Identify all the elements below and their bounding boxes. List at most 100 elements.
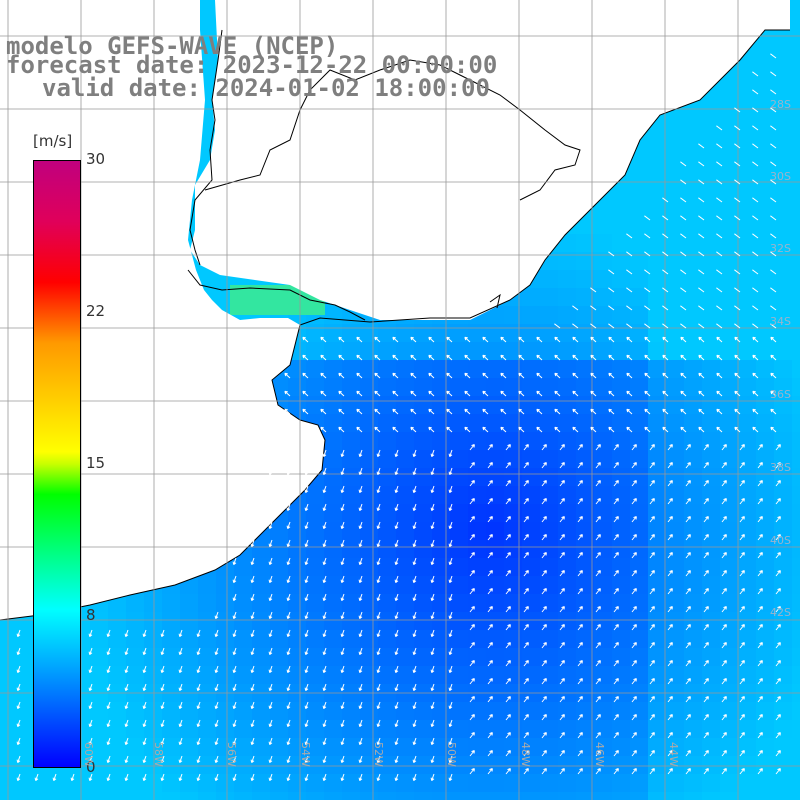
wind-arrow (88, 629, 93, 637)
wind-cell (648, 396, 666, 414)
wind-cell (306, 324, 324, 342)
wind-cell (720, 648, 738, 666)
wind-cell (774, 288, 792, 306)
wind-cell (360, 522, 378, 540)
wind-arrow (775, 642, 781, 649)
wind-arrow (106, 647, 111, 655)
wind-arrow (667, 480, 673, 487)
wind-arrow (523, 516, 529, 523)
wind-arrow (358, 557, 363, 565)
wind-arrow (304, 737, 309, 745)
wind-arrow (250, 485, 255, 493)
wind-arrow (577, 606, 583, 613)
wind-arrow (608, 287, 615, 293)
wind-arrow (662, 372, 669, 379)
wind-arrow (734, 372, 741, 379)
wind-cell (774, 144, 792, 162)
wind-arrow (716, 305, 723, 311)
wind-arrow (680, 354, 687, 361)
wind-cell (306, 774, 324, 792)
wind-arrow (649, 570, 655, 577)
wind-arrow (338, 408, 345, 415)
wind-arrow (394, 719, 399, 727)
wind-cell (234, 594, 252, 612)
wind-cell (702, 180, 720, 198)
wind-cell (720, 774, 738, 792)
wind-cell (576, 216, 594, 234)
wind-cell (558, 594, 576, 612)
wind-cell (414, 504, 432, 522)
wind-arrow (721, 588, 727, 595)
wind-arrow (430, 485, 435, 493)
wind-arrow (541, 714, 547, 721)
wind-arrow (770, 179, 777, 185)
wind-arrow (721, 768, 727, 775)
wind-cell (738, 540, 756, 558)
wind-arrow (505, 714, 511, 721)
lon-label: 58W (152, 742, 165, 767)
wind-arrow (685, 732, 691, 739)
wind-arrow (232, 665, 237, 673)
wind-cell (558, 504, 576, 522)
wind-cell (594, 630, 612, 648)
wind-cell (738, 522, 756, 540)
wind-cell (90, 630, 108, 648)
wind-arrow (734, 426, 741, 433)
wind-arrow (106, 719, 111, 727)
wind-cell (468, 612, 486, 630)
wind-cell (90, 792, 108, 800)
wind-cell (288, 774, 306, 792)
wind-arrow (721, 660, 727, 667)
wind-cell (342, 792, 360, 800)
wind-cell (774, 666, 792, 684)
wind-cell (792, 468, 800, 486)
wind-arrow (430, 467, 435, 475)
wind-cell (558, 414, 576, 432)
wind-arrow (649, 588, 655, 595)
wind-cell (630, 288, 648, 306)
wind-arrow (577, 588, 583, 595)
wind-cell (612, 324, 630, 342)
wind-cell (270, 666, 288, 684)
wind-arrow (595, 444, 601, 451)
wind-arrow (412, 665, 417, 673)
wind-arrow (448, 737, 453, 745)
wind-cell (162, 612, 180, 630)
wind-arrow (739, 750, 745, 757)
wind-cell (594, 486, 612, 504)
wind-cell (252, 792, 270, 800)
wind-arrow (590, 354, 597, 361)
wind-arrow (775, 732, 781, 739)
wind-arrow (304, 521, 309, 529)
wind-cell (558, 576, 576, 594)
wind-cell (630, 522, 648, 540)
wind-cell (792, 738, 800, 756)
wind-cell (792, 648, 800, 666)
wind-cell (756, 792, 774, 800)
wind-cell (396, 594, 414, 612)
wind-arrow (770, 323, 777, 329)
wind-cell (288, 756, 306, 774)
wind-cell (342, 774, 360, 792)
wind-arrow (608, 251, 615, 257)
wind-arrow (322, 467, 327, 475)
wind-cell (774, 180, 792, 198)
wind-arrow (649, 714, 655, 721)
wind-cell (666, 576, 684, 594)
wind-cell (792, 54, 800, 72)
wind-cell (288, 396, 306, 414)
wind-cell (756, 396, 774, 414)
wind-arrow (649, 516, 655, 523)
wind-cell (18, 720, 36, 738)
wind-arrow (505, 462, 511, 469)
wind-arrow (667, 444, 673, 451)
wind-cell (432, 576, 450, 594)
wind-arrow (752, 143, 759, 149)
wind-cell (378, 360, 396, 378)
wind-cell (360, 558, 378, 576)
wind-cell (594, 306, 612, 324)
wind-cell (630, 666, 648, 684)
wind-arrow (284, 372, 291, 379)
wind-cell (306, 486, 324, 504)
wind-cell (18, 648, 36, 666)
